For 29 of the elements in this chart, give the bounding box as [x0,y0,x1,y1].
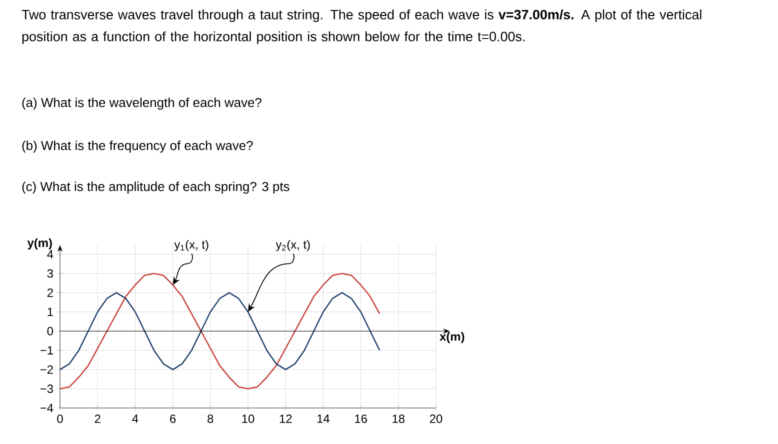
text: (a) What is the wavelength of each wave? [22,98,262,110]
y-tick-label: 2 [47,288,53,297]
y-tick-label: −4 [40,404,54,412]
x-tick-label: 4 [132,414,138,423]
line-series [59,292,380,370]
y-tick-label: −1 [40,346,53,354]
y-axis-title: y(m) [27,238,52,250]
y-tick-label: 4 [47,250,54,258]
text: (b) What is the frequency of each wave? [22,140,253,153]
x-tick-label: 20 [430,414,442,423]
annotation: y$_{1}$(x, t) [174,240,208,252]
y-tick-label: −2 [40,365,53,374]
chart-title: Two transverse waves travel through a taut string. The speed of each wave is v=37.00m/s. A plot of the vertical position as a function of the horizontal position is shown below for the time t=0.00s. [22,10,702,44]
x-tick-label: 12 [280,414,292,423]
x-tick-label: 10 [242,414,254,423]
x-tick-label: 14 [317,414,330,423]
x-tick-label: 18 [392,414,405,423]
y-tick-label: 1 [48,308,53,316]
x-axis-title: x(m) [440,332,464,344]
x-tick-label: 6 [170,414,176,423]
x-tick-label: 8 [208,414,214,423]
x-tick-label: 16 [355,414,367,423]
x-tick-label: 0 [57,414,63,423]
text: (c) What is the amplitude of each spring? 3 pts [22,182,290,194]
x-tick-label: 2 [94,414,100,423]
y-tick-label: 0 [47,326,54,336]
annotation: y$_{2}$(x, t) [276,240,310,252]
y-tick-label: −3 [40,384,53,394]
y-tick-label: 3 [47,269,53,278]
